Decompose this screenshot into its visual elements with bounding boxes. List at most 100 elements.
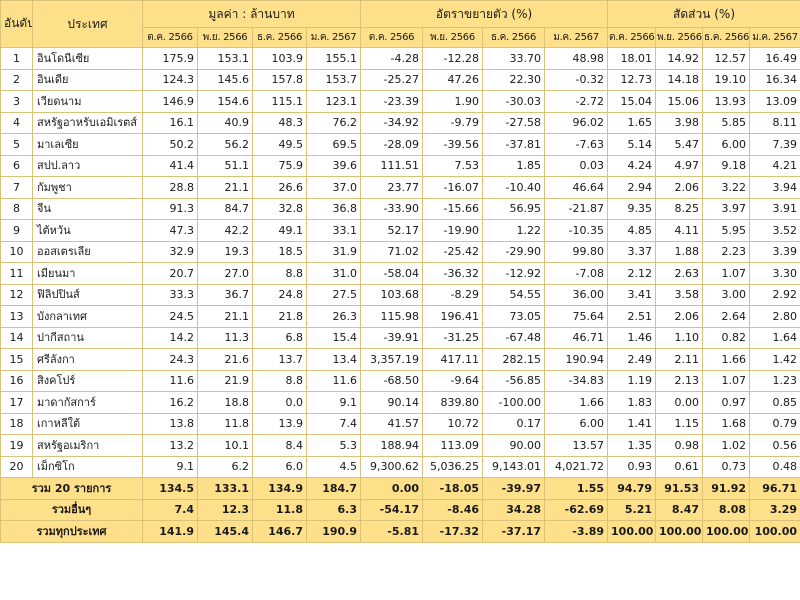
total-value-cell: 91.92 xyxy=(702,477,751,500)
value-cell: 71.02 xyxy=(360,240,424,263)
table-row: 11 เมียนมา 20.7 27.0 8.8 31.0 -58.04 -36.32 -12.… xyxy=(0,262,800,285)
total-label: รวมทุกประเทศ xyxy=(0,520,143,543)
value-cell: 103.9 xyxy=(252,47,307,70)
value-cell: 2.63 xyxy=(655,262,704,285)
value-cell: -9.64 xyxy=(422,369,484,392)
value-cell: 31.9 xyxy=(305,240,362,263)
value-cell: 188.94 xyxy=(360,434,424,457)
value-cell: 5.3 xyxy=(305,434,362,457)
value-cell: 3.97 xyxy=(702,197,751,220)
value-cell: 3.52 xyxy=(749,219,800,242)
table-row: 17 มาดากัสการ์ 16.2 18.8 0.0 9.1 90.14 839.80 -1… xyxy=(0,391,800,414)
value-cell: -25.42 xyxy=(422,240,484,263)
value-cell: 2.51 xyxy=(607,305,657,328)
value-cell: 123.1 xyxy=(305,90,362,113)
table-row: 15 ศรีลังกา 24.3 21.6 13.7 13.4 3,357.19 417.11… xyxy=(0,348,800,371)
value-cell: 1.83 xyxy=(607,391,657,414)
value-cell: 32.8 xyxy=(252,197,307,220)
value-cell: 0.79 xyxy=(749,412,800,435)
value-cell: 21.8 xyxy=(252,305,307,328)
value-cell: 14.92 xyxy=(655,47,704,70)
country-cell: สปป.ลาว xyxy=(32,154,143,177)
total-value-cell: -5.81 xyxy=(360,520,424,543)
value-cell: -16.07 xyxy=(422,176,484,199)
country-cell: อินโดนีเซีย xyxy=(32,47,143,70)
value-cell: 15.04 xyxy=(607,90,657,113)
value-cell: 3.00 xyxy=(702,283,751,306)
total-value-cell: 8.08 xyxy=(702,498,751,521)
value-cell: 2.92 xyxy=(749,283,800,306)
value-cell: 3,357.19 xyxy=(360,348,424,371)
value-cell: 15.4 xyxy=(305,326,362,349)
value-cell: 0.82 xyxy=(702,326,751,349)
rank-cell: 1 xyxy=(0,47,33,70)
month-header: ม.ค. 2567 xyxy=(305,27,362,48)
growth-group-header: อัตราขยายตัว (%) xyxy=(360,0,609,28)
value-cell: 24.5 xyxy=(142,305,198,328)
total-value-cell: 5.21 xyxy=(607,498,657,521)
rank-cell: 19 xyxy=(0,434,33,457)
value-cell: 11.3 xyxy=(197,326,253,349)
country-cell: ปากีสถาน xyxy=(32,326,143,349)
value-cell: 8.25 xyxy=(655,197,704,220)
total-value-cell: 100.00 xyxy=(702,520,751,543)
country-cell: ฟิลิปปินส์ xyxy=(32,283,143,306)
value-cell: 175.9 xyxy=(142,47,198,70)
country-cell: เวียดนาม xyxy=(32,90,143,113)
value-cell: -10.40 xyxy=(482,176,546,199)
country-cell: เมียนมา xyxy=(32,262,143,285)
country-cell: เม็กซิโก xyxy=(32,455,143,478)
value-cell: 11.6 xyxy=(142,369,198,392)
table-row: 14 ปากีสถาน 14.2 11.3 6.8 15.4 -39.91 -31.25 -67… xyxy=(0,326,800,349)
value-cell: 33.70 xyxy=(482,47,546,70)
value-cell: 7.4 xyxy=(305,412,362,435)
value-cell: 49.5 xyxy=(252,133,307,156)
value-cell: 6.0 xyxy=(252,455,307,478)
value-cell: -2.72 xyxy=(544,90,609,113)
value-cell: 12.73 xyxy=(607,68,657,91)
value-cell: 3.41 xyxy=(607,283,657,306)
country-cell: อินเดีย xyxy=(32,68,143,91)
value-cell: 1.85 xyxy=(482,154,546,177)
total-value-cell: 145.4 xyxy=(197,520,253,543)
value-cell: 1.23 xyxy=(749,369,800,392)
month-header: พ.ย. 2566 xyxy=(655,27,704,48)
value-cell: 33.1 xyxy=(305,219,362,242)
value-cell: 12.57 xyxy=(702,47,751,70)
value-cell: 153.7 xyxy=(305,68,362,91)
value-cell: -4.28 xyxy=(360,47,424,70)
value-cell: -30.03 xyxy=(482,90,546,113)
value-cell: 1.46 xyxy=(607,326,657,349)
value-cell: 8.8 xyxy=(252,369,307,392)
rank-cell: 3 xyxy=(0,90,33,113)
value-cell: 190.94 xyxy=(544,348,609,371)
month-header: พ.ย. 2566 xyxy=(197,27,253,48)
total-value-cell: -39.97 xyxy=(482,477,546,500)
value-cell: 0.93 xyxy=(607,455,657,478)
value-cell: 22.30 xyxy=(482,68,546,91)
value-cell: 48.98 xyxy=(544,47,609,70)
value-cell: -34.83 xyxy=(544,369,609,392)
value-cell: 26.3 xyxy=(305,305,362,328)
value-cell: 76.2 xyxy=(305,111,362,134)
value-cell: 0.98 xyxy=(655,434,704,457)
country-cell: กัมพูชา xyxy=(32,176,143,199)
country-cell: ไต้หวัน xyxy=(32,219,143,242)
value-cell: 73.05 xyxy=(482,305,546,328)
rank-header: อันดับที่ xyxy=(0,0,33,48)
value-cell: 32.9 xyxy=(142,240,198,263)
table-row: 10 ออสเตรเลีย 32.9 19.3 18.5 31.9 71.02 -25.42-… xyxy=(0,240,800,263)
value-cell: 41.4 xyxy=(142,154,198,177)
value-cell: 96.02 xyxy=(544,111,609,134)
table-row: 12 ฟิลิปปินส์ 33.3 36.7 24.8 27.5 103.68 -8.29 5… xyxy=(0,283,800,306)
value-cell: 36.7 xyxy=(197,283,253,306)
table-row: 16 สิงคโปร์ 11.6 21.9 8.8 11.6 -68.50 -9.64 -56.… xyxy=(0,369,800,392)
total-value-cell: 12.3 xyxy=(197,498,253,521)
value-cell: 49.1 xyxy=(252,219,307,242)
total-value-cell: 133.1 xyxy=(197,477,253,500)
value-cell: 24.8 xyxy=(252,283,307,306)
value-cell: -15.66 xyxy=(422,197,484,220)
value-cell: 41.57 xyxy=(360,412,424,435)
value-cell: 13.57 xyxy=(544,434,609,457)
total-value-cell: 6.3 xyxy=(305,498,362,521)
